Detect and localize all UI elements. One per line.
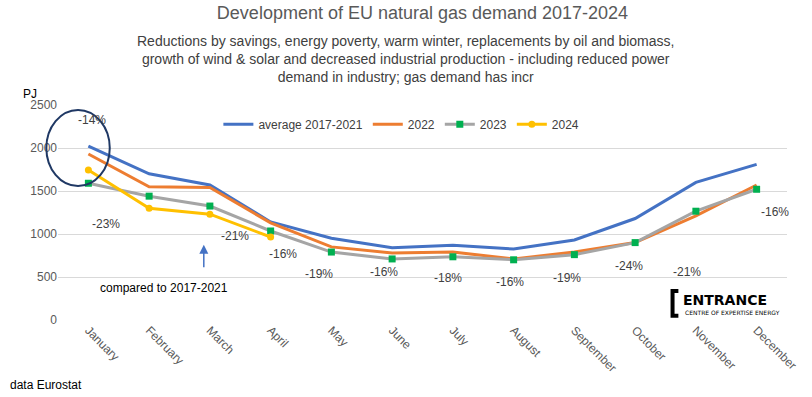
svg-text:2022: 2022 — [408, 118, 435, 132]
svg-text:-19%: -19% — [305, 267, 333, 281]
svg-text:May: May — [325, 323, 351, 349]
svg-text:November: November — [690, 323, 739, 372]
svg-text:-21%: -21% — [221, 229, 249, 243]
svg-text:-16%: -16% — [370, 265, 398, 279]
svg-text:CENTRE OF EXPERTISE ENERGY: CENTRE OF EXPERTISE ENERGY — [685, 309, 780, 316]
svg-text:PJ: PJ — [23, 87, 37, 101]
svg-text:February: February — [143, 323, 187, 367]
svg-text:data Eurostat: data Eurostat — [10, 378, 82, 392]
svg-text:2000: 2000 — [30, 141, 57, 155]
svg-text:September: September — [568, 323, 619, 374]
svg-text:August: August — [507, 323, 544, 360]
svg-text:-19%: -19% — [553, 271, 581, 285]
svg-text:-24%: -24% — [615, 259, 643, 273]
svg-text:0: 0 — [50, 313, 57, 327]
svg-text:January: January — [82, 323, 122, 363]
svg-text:Reductions by savings, energy: Reductions by savings, energy poverty, w… — [137, 33, 674, 85]
svg-text:average 2017-2021: average 2017-2021 — [258, 118, 362, 132]
svg-text:-18%: -18% — [434, 271, 462, 285]
svg-text:-16%: -16% — [269, 247, 297, 261]
svg-text:Development of EU natural gas: Development of EU natural gas demand 201… — [217, 3, 628, 23]
svg-text:December: December — [750, 323, 799, 372]
svg-text:-21%: -21% — [673, 265, 701, 279]
svg-text:2023: 2023 — [480, 118, 507, 132]
svg-text:ENTRANCE: ENTRANCE — [683, 292, 767, 308]
svg-text:October: October — [629, 323, 669, 363]
svg-text:1500: 1500 — [30, 184, 57, 198]
svg-text:April: April — [264, 323, 291, 350]
svg-text:2024: 2024 — [552, 118, 579, 132]
svg-text:-23%: -23% — [92, 217, 120, 231]
svg-text:-14%: -14% — [78, 113, 106, 127]
svg-text:-16%: -16% — [496, 275, 524, 289]
svg-text:-16%: -16% — [761, 205, 789, 219]
svg-text:compared to 2017-2021: compared to 2017-2021 — [100, 281, 228, 295]
svg-text:500: 500 — [37, 270, 57, 284]
svg-text:June: June — [386, 323, 415, 352]
svg-text:March: March — [204, 323, 237, 356]
svg-text:1000: 1000 — [30, 227, 57, 241]
svg-text:July: July — [447, 323, 472, 348]
svg-text:2500: 2500 — [30, 98, 57, 112]
